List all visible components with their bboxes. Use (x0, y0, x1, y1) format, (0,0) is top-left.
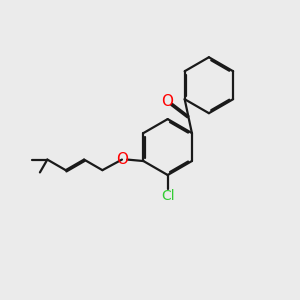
Text: O: O (116, 152, 128, 167)
Text: Cl: Cl (161, 189, 175, 202)
Text: O: O (161, 94, 173, 109)
